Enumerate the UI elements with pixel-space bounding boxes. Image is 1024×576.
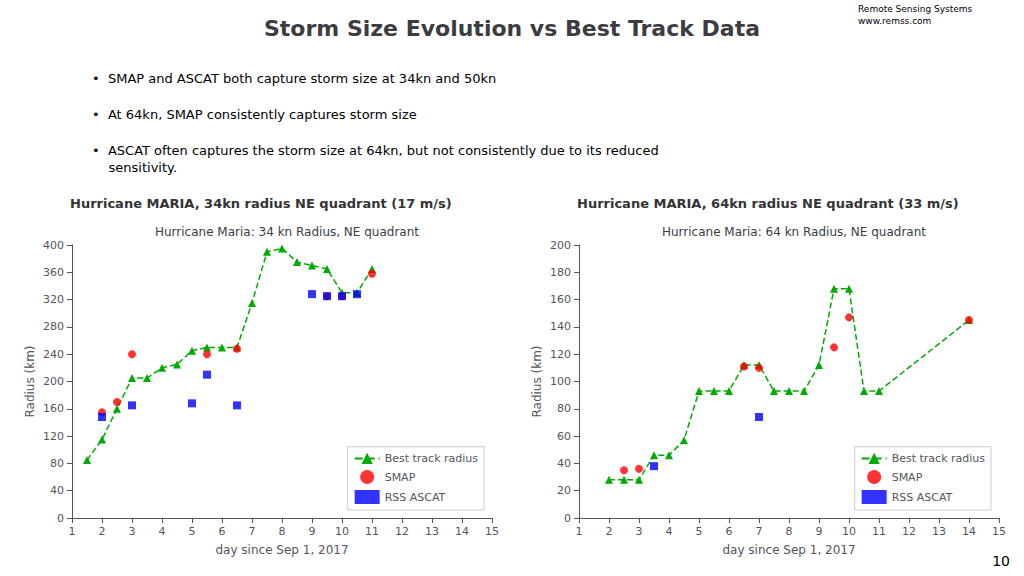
svg-text:1: 1 — [69, 525, 76, 538]
svg-text:5: 5 — [696, 525, 703, 538]
svg-text:12: 12 — [395, 525, 409, 538]
svg-text:180: 180 — [550, 266, 571, 279]
svg-text:Hurricane Maria: 34 kn Radius,: Hurricane Maria: 34 kn Radius, NE quadra… — [155, 225, 419, 239]
svg-text:7: 7 — [756, 525, 763, 538]
svg-text:SMAP: SMAP — [385, 471, 416, 484]
svg-text:200: 200 — [43, 375, 64, 388]
svg-text:8: 8 — [786, 525, 793, 538]
svg-text:6: 6 — [219, 525, 226, 538]
svg-text:10: 10 — [842, 525, 856, 538]
svg-text:40: 40 — [50, 484, 64, 497]
svg-text:160: 160 — [550, 293, 571, 306]
svg-text:320: 320 — [43, 293, 64, 306]
svg-text:day since Sep 1, 2017: day since Sep 1, 2017 — [215, 543, 348, 557]
svg-text:11: 11 — [365, 525, 379, 538]
svg-text:Best track radius: Best track radius — [385, 452, 479, 465]
svg-text:140: 140 — [550, 320, 571, 333]
svg-text:14: 14 — [962, 525, 976, 538]
svg-text:www.remss.com: www.remss.com — [858, 16, 931, 26]
svg-text:12: 12 — [902, 525, 916, 538]
svg-text:20: 20 — [557, 484, 571, 497]
svg-text:sensitivity.: sensitivity. — [92, 160, 177, 175]
svg-text:7: 7 — [249, 525, 256, 538]
svg-text:Best track radius: Best track radius — [892, 452, 986, 465]
svg-text:15: 15 — [992, 525, 1006, 538]
svg-text:3: 3 — [636, 525, 643, 538]
svg-text:120: 120 — [550, 348, 571, 361]
svg-text:4: 4 — [666, 525, 673, 538]
svg-text:Remote Sensing Systems: Remote Sensing Systems — [858, 4, 973, 14]
svg-text:60: 60 — [557, 430, 571, 443]
svg-text:0: 0 — [57, 512, 64, 525]
svg-text:• ASCAT often captures the st: • ASCAT often captures the storm size at… — [92, 143, 659, 158]
svg-text:day since Sep 1, 2017: day since Sep 1, 2017 — [722, 543, 855, 557]
svg-text:0: 0 — [564, 512, 571, 525]
svg-text:4: 4 — [159, 525, 166, 538]
svg-text:280: 280 — [43, 320, 64, 333]
svg-text:360: 360 — [43, 266, 64, 279]
svg-text:9: 9 — [816, 525, 823, 538]
svg-text:RSS ASCAT: RSS ASCAT — [892, 491, 953, 504]
svg-text:80: 80 — [557, 402, 571, 415]
svg-text:Radius (km): Radius (km) — [530, 345, 544, 417]
svg-text:100: 100 — [550, 375, 571, 388]
svg-text:Hurricane MARIA, 64kn radius N: Hurricane MARIA, 64kn radius NE quadrant… — [577, 196, 959, 211]
svg-text:2: 2 — [99, 525, 106, 538]
svg-text:9: 9 — [309, 525, 316, 538]
svg-text:200: 200 — [550, 239, 571, 252]
svg-text:Hurricane MARIA, 34kn radius N: Hurricane MARIA, 34kn radius NE quadrant… — [70, 196, 452, 211]
svg-text:80: 80 — [50, 457, 64, 470]
svg-text:40: 40 — [557, 457, 571, 470]
svg-text:Hurricane Maria: 64 kn Radius,: Hurricane Maria: 64 kn Radius, NE quadra… — [662, 225, 926, 239]
svg-text:1: 1 — [576, 525, 583, 538]
svg-text:10: 10 — [992, 553, 1010, 569]
svg-text:240: 240 — [43, 348, 64, 361]
svg-text:11: 11 — [872, 525, 886, 538]
svg-text:RSS ASCAT: RSS ASCAT — [385, 491, 446, 504]
svg-text:8: 8 — [279, 525, 286, 538]
svg-text:Storm Size Evolution vs Best T: Storm Size Evolution vs Best Track Data — [264, 16, 760, 41]
svg-text:3: 3 — [129, 525, 136, 538]
svg-text:400: 400 — [43, 239, 64, 252]
svg-text:Radius (km): Radius (km) — [23, 345, 37, 417]
svg-text:15: 15 — [485, 525, 499, 538]
svg-text:6: 6 — [726, 525, 733, 538]
svg-text:120: 120 — [43, 430, 64, 443]
svg-text:5: 5 — [189, 525, 196, 538]
svg-text:2: 2 — [606, 525, 613, 538]
svg-text:10: 10 — [335, 525, 349, 538]
svg-text:SMAP: SMAP — [892, 471, 923, 484]
svg-text:• At 64kn, SMAP consistently: • At 64kn, SMAP consistently captures st… — [92, 107, 417, 122]
svg-text:• SMAP and ASCAT both capture: • SMAP and ASCAT both capture storm size… — [92, 71, 496, 86]
svg-text:13: 13 — [932, 525, 946, 538]
svg-text:13: 13 — [425, 525, 439, 538]
svg-text:160: 160 — [43, 402, 64, 415]
svg-text:14: 14 — [455, 525, 469, 538]
